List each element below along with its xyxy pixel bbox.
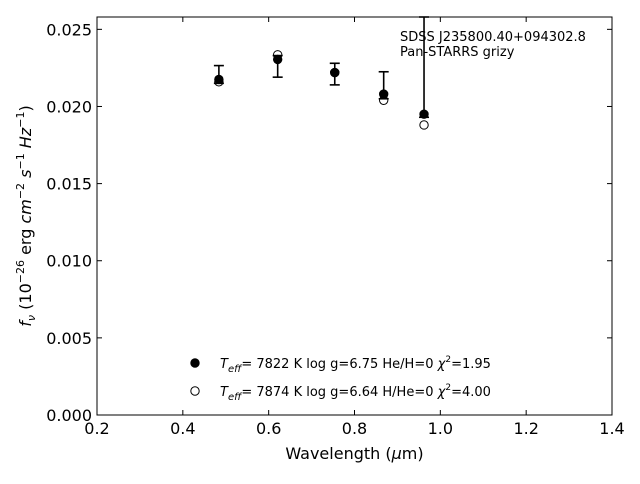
x-axis-label: Wavelength (μm) <box>285 444 423 463</box>
data-point-open <box>419 120 429 130</box>
data-point-filled <box>419 109 429 119</box>
legend-marker-filled <box>190 358 200 368</box>
y-tick-label: 0.010 <box>46 252 92 271</box>
data-point-open <box>378 95 389 106</box>
y-tick-label: 0.005 <box>46 329 92 348</box>
data-point-filled <box>214 74 224 85</box>
x-tick-label: 1.4 <box>599 419 624 438</box>
x-tick-label: 0.8 <box>342 419 367 438</box>
plot-frame <box>96 16 613 416</box>
data-point-open <box>214 77 224 87</box>
x-tick-label: 0.2 <box>84 419 109 438</box>
x-tick-label: 0.6 <box>256 419 281 438</box>
y-tick-label: 0.000 <box>46 406 92 425</box>
legend-entry: Teff= 7874 K log g=6.64 H/He=0 χ2=4.00 <box>220 383 491 403</box>
y-tick-label: 0.015 <box>46 175 92 194</box>
x-tick-label: 0.4 <box>170 419 195 438</box>
y-tick-label: 0.020 <box>46 97 92 116</box>
legend-marker-open <box>190 386 200 396</box>
annotation-line: Pan-STARRS grizy <box>400 45 515 60</box>
annotation-line: SDSS J235800.40+094302.8 <box>400 30 586 45</box>
legend-entry: Teff= 7822 K log g=6.75 He/H=0 χ2=1.95 <box>220 355 491 375</box>
x-tick-label: 1.2 <box>513 419 538 438</box>
x-tick-label: 1.0 <box>428 419 453 438</box>
data-point-open <box>272 50 283 60</box>
data-point-open <box>330 67 340 78</box>
y-tick-label: 0.025 <box>46 20 92 39</box>
y-axis-label: fν (10−26 erg cm−2 s−1 Hz−1) <box>14 105 38 326</box>
